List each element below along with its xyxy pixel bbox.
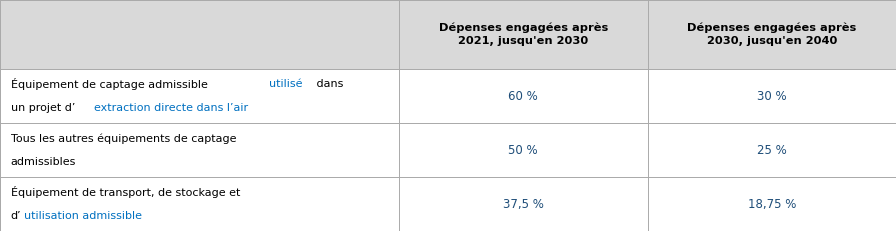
Text: Dépenses engagées après
2021, jusqu'en 2030: Dépenses engagées après 2021, jusqu'en 2…: [439, 23, 607, 46]
Text: 60 %: 60 %: [508, 90, 538, 103]
Text: d’: d’: [11, 211, 22, 221]
Text: 30 %: 30 %: [757, 90, 787, 103]
Text: admissibles: admissibles: [11, 157, 76, 167]
Text: 18,75 %: 18,75 %: [748, 198, 796, 210]
Text: 50 %: 50 %: [508, 144, 538, 157]
Text: utilisé: utilisé: [270, 79, 303, 89]
Text: Dépenses engagées après
2030, jusqu'en 2040: Dépenses engagées après 2030, jusqu'en 2…: [687, 23, 857, 46]
Bar: [0, 177, 896, 231]
Bar: [0, 123, 896, 177]
Text: utilisation admissible: utilisation admissible: [24, 211, 142, 221]
Bar: [0, 0, 896, 69]
Text: un projet d’: un projet d’: [11, 103, 75, 113]
Text: extraction directe dans l’air: extraction directe dans l’air: [94, 103, 248, 113]
Text: Tous les autres équipements de captage: Tous les autres équipements de captage: [11, 133, 237, 143]
Bar: [0, 69, 896, 123]
Text: dans: dans: [313, 79, 343, 89]
Text: 37,5 %: 37,5 %: [503, 198, 544, 210]
Text: Équipement de captage admissible: Équipement de captage admissible: [11, 78, 211, 90]
Text: 25 %: 25 %: [757, 144, 787, 157]
Text: Équipement de transport, de stockage et: Équipement de transport, de stockage et: [11, 186, 240, 198]
